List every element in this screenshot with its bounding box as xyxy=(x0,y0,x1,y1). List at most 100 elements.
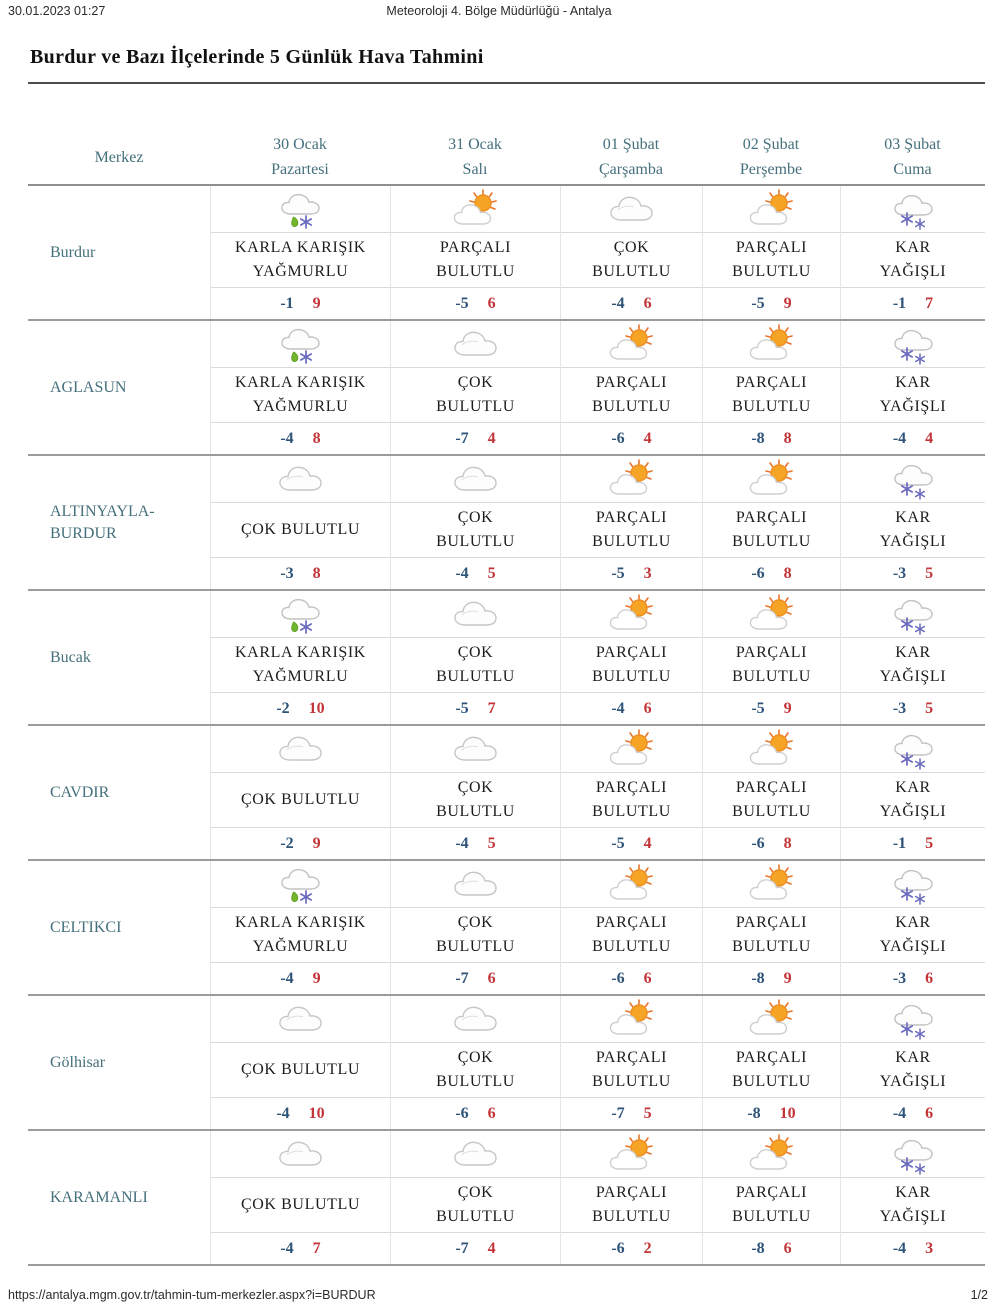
weather-icon-band xyxy=(841,456,985,503)
max-temp: 5 xyxy=(487,564,496,582)
temperature-band: -2 9 xyxy=(211,828,390,859)
min-temp: -4 xyxy=(455,564,469,582)
condition-label: PARÇALI BULUTLU xyxy=(592,1049,671,1090)
temperature-band: -7 6 xyxy=(391,963,560,994)
temperature-band: -3 5 xyxy=(841,558,985,589)
temperature-band: -5 6 xyxy=(391,288,560,319)
condition-label: PARÇALI BULUTLU xyxy=(592,374,671,415)
partly-cloudy-icon xyxy=(609,729,653,765)
forecast-cell: KAR YAĞIŞLI -1 5 xyxy=(840,726,985,859)
condition-band: ÇOK BULUTLU xyxy=(211,503,390,558)
condition-label: PARÇALI BULUTLU xyxy=(732,1184,811,1225)
condition-band: KARLA KARIŞIK YAĞMURLU xyxy=(211,368,390,423)
max-temp: 6 xyxy=(783,1239,792,1257)
condition-label: KARLA KARIŞIK YAĞMURLU xyxy=(235,644,366,685)
min-temp: -1 xyxy=(892,834,907,852)
temperature-band: -4 6 xyxy=(561,693,702,724)
condition-band: PARÇALI BULUTLU xyxy=(703,908,840,963)
temperature-band: -8 8 xyxy=(703,423,840,454)
forecast-cell: ÇOK BULUTLU -4 7 xyxy=(210,1131,390,1264)
forecast-cell: KAR YAĞIŞLI -3 5 xyxy=(840,591,985,724)
sleet-icon xyxy=(280,868,320,904)
condition-band: KAR YAĞIŞLI xyxy=(841,503,985,558)
print-footer: https://antalya.mgm.gov.tr/tahmin-tum-me… xyxy=(0,1288,1000,1302)
forecast-cell: ÇOK BULUTLU -3 8 xyxy=(210,456,390,589)
cloudy-icon xyxy=(278,1006,322,1031)
max-temp: 8 xyxy=(783,429,792,447)
forecast-row: CAVDIR ÇOK BULUTLU -2 9 ÇOK BULUTLU -4 5 PAR… xyxy=(28,726,985,861)
forecast-cell: PARÇALI BULUTLU -4 6 xyxy=(560,591,702,724)
city-name-label: Gölhisar xyxy=(50,1053,106,1071)
condition-label: KAR YAĞIŞLI xyxy=(879,1184,947,1225)
temperature-band: -5 9 xyxy=(703,288,840,319)
partly-cloudy-icon xyxy=(609,1134,653,1170)
snow-icon xyxy=(894,869,933,905)
min-temp: -3 xyxy=(892,564,907,582)
city-name: CAVDIR xyxy=(28,726,210,859)
condition-band: ÇOK BULUTLU xyxy=(391,503,560,558)
condition-label: ÇOK BULUTLU xyxy=(436,914,515,955)
temperature-band: -4 6 xyxy=(561,288,702,319)
footer-url[interactable]: https://antalya.mgm.gov.tr/tahmin-tum-me… xyxy=(8,1288,376,1302)
day-header-weekday: Pazartesi xyxy=(271,161,329,178)
cloudy-icon xyxy=(453,1141,497,1166)
snow-icon xyxy=(894,194,933,230)
max-temp: 4 xyxy=(487,429,496,447)
min-temp: -6 xyxy=(751,834,765,852)
forecast-cell: ÇOK BULUTLU -6 6 xyxy=(390,996,560,1129)
snow-icon xyxy=(894,1139,933,1175)
column-header-merkez: Merkez xyxy=(28,130,210,184)
forecast-cell: PARÇALI BULUTLU -8 9 xyxy=(702,861,840,994)
snow-icon xyxy=(894,599,933,635)
city-name-label: CELTIKCI xyxy=(50,918,122,936)
max-temp: 3 xyxy=(643,564,652,582)
city-name: Gölhisar xyxy=(28,996,210,1129)
day-header-date: 31 Ocak xyxy=(448,136,502,153)
temperature-band: -4 5 xyxy=(391,828,560,859)
condition-band: KAR YAĞIŞLI xyxy=(841,368,985,423)
snow-icon xyxy=(894,1004,933,1040)
city-name: Bucak xyxy=(28,591,210,724)
temperature-band: -1 5 xyxy=(841,828,985,859)
max-temp: 9 xyxy=(312,294,321,312)
weather-icon-band xyxy=(561,186,702,233)
condition-label: PARÇALI BULUTLU xyxy=(592,1184,671,1225)
max-temp: 9 xyxy=(783,699,792,717)
city-name-label: Burdur xyxy=(50,243,96,261)
forecast-cell: KAR YAĞIŞLI -3 6 xyxy=(840,861,985,994)
max-temp: 8 xyxy=(783,834,792,852)
min-temp: -5 xyxy=(455,294,469,312)
partly-cloudy-icon xyxy=(749,459,793,495)
condition-label: PARÇALI BULUTLU xyxy=(436,239,515,280)
condition-band: PARÇALI BULUTLU xyxy=(703,1043,840,1098)
max-temp: 5 xyxy=(487,834,496,852)
max-temp: 6 xyxy=(487,1104,496,1122)
max-temp: 10 xyxy=(308,699,325,717)
temperature-band: -8 10 xyxy=(703,1098,840,1129)
condition-label: KARLA KARIŞIK YAĞMURLU xyxy=(235,239,366,280)
max-temp: 4 xyxy=(487,1239,496,1257)
max-temp: 5 xyxy=(643,1104,652,1122)
weather-icon-band xyxy=(391,996,560,1043)
city-name-label: KARAMANLI xyxy=(50,1188,148,1206)
temperature-band: -4 7 xyxy=(211,1233,390,1264)
weather-icon-band xyxy=(561,861,702,908)
city-name: ALTINYAYLA-BURDUR xyxy=(28,456,210,589)
forecast-cell: PARÇALI BULUTLU -5 4 xyxy=(560,726,702,859)
temperature-band: -3 5 xyxy=(841,693,985,724)
condition-band: PARÇALI BULUTLU xyxy=(703,1178,840,1233)
condition-label: KAR YAĞIŞLI xyxy=(879,374,947,415)
weather-icon-band xyxy=(561,321,702,368)
snow-icon xyxy=(894,734,933,770)
day-header-date: 01 Şubat xyxy=(602,136,660,153)
temperature-band: -5 7 xyxy=(391,693,560,724)
max-temp: 6 xyxy=(925,1104,934,1122)
condition-label: PARÇALI BULUTLU xyxy=(592,644,671,685)
cloudy-icon xyxy=(453,1006,497,1031)
city-name: CELTIKCI xyxy=(28,861,210,994)
condition-band: PARÇALI BULUTLU xyxy=(561,773,702,828)
min-temp: -6 xyxy=(455,1104,469,1122)
temperature-band: -7 4 xyxy=(391,423,560,454)
temperature-band: -5 3 xyxy=(561,558,702,589)
temperature-band: -1 9 xyxy=(211,288,390,319)
